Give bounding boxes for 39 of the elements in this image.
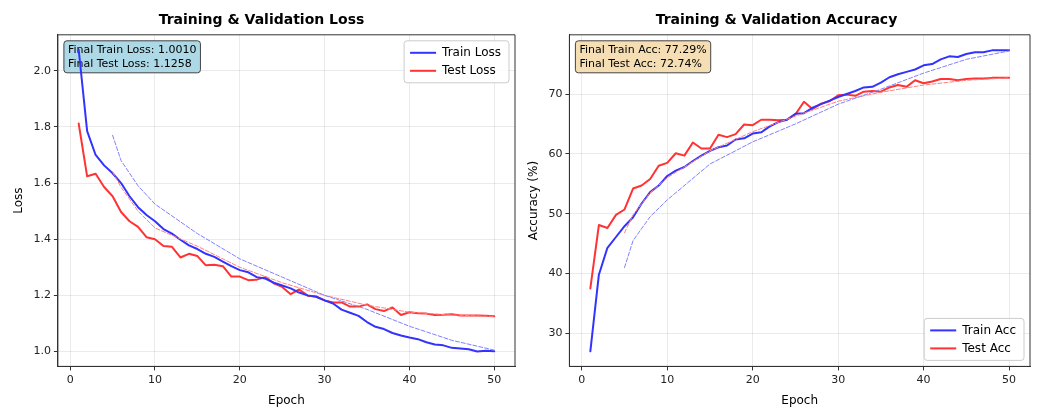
- y-tick-label: 2.0: [33, 63, 51, 77]
- annotation: Final Train Acc: 77.29%: [579, 42, 707, 56]
- x-tick-label: 40: [402, 372, 417, 386]
- x-tick-label: 20: [232, 372, 247, 386]
- legend-label: Train Acc: [961, 322, 1017, 337]
- annotation: Final Train Loss: 1.0010: [67, 42, 197, 56]
- chart-title: Training & Validation Loss: [158, 11, 365, 28]
- x-axis-title: Epoch: [781, 392, 819, 407]
- y-tick-label: 1.4: [33, 232, 51, 246]
- line-series: [112, 134, 495, 351]
- y-tick-label: 1.0: [33, 344, 51, 358]
- x-tick-label: 50: [487, 372, 502, 386]
- x-tick-label: 0: [66, 372, 74, 386]
- legend-label: Test Acc: [961, 340, 1011, 355]
- chart-title: Training & Validation Accuracy: [655, 11, 898, 28]
- annotation: Final Test Acc: 72.74%: [579, 56, 702, 70]
- x-axis-title: Epoch: [268, 392, 305, 407]
- y-axis-title: Accuracy (%): [526, 160, 541, 241]
- y-tick-label: 40: [548, 266, 563, 280]
- x-tick-label: 30: [831, 372, 846, 386]
- line-series: [624, 77, 1010, 234]
- x-tick-label: 30: [317, 372, 332, 386]
- x-tick-label: 10: [148, 372, 162, 386]
- y-tick-label: 1.6: [33, 175, 51, 189]
- y-tick-label: 1.2: [33, 288, 51, 302]
- legend-label: Test Loss: [441, 62, 496, 77]
- x-tick-label: 40: [916, 372, 931, 386]
- y-axis-title: Loss: [11, 187, 26, 214]
- x-tick-label: 50: [1002, 372, 1017, 386]
- y-tick-label: 50: [548, 206, 563, 220]
- x-tick-label: 0: [578, 372, 586, 386]
- y-tick-label: 60: [548, 146, 563, 160]
- legend-label: Train Loss: [441, 44, 502, 59]
- y-tick-label: 1.8: [33, 119, 51, 133]
- x-tick-label: 10: [660, 372, 675, 386]
- line-series: [112, 171, 495, 317]
- x-tick-label: 20: [745, 372, 760, 386]
- y-tick-label: 70: [548, 86, 563, 100]
- y-tick-label: 30: [548, 326, 563, 340]
